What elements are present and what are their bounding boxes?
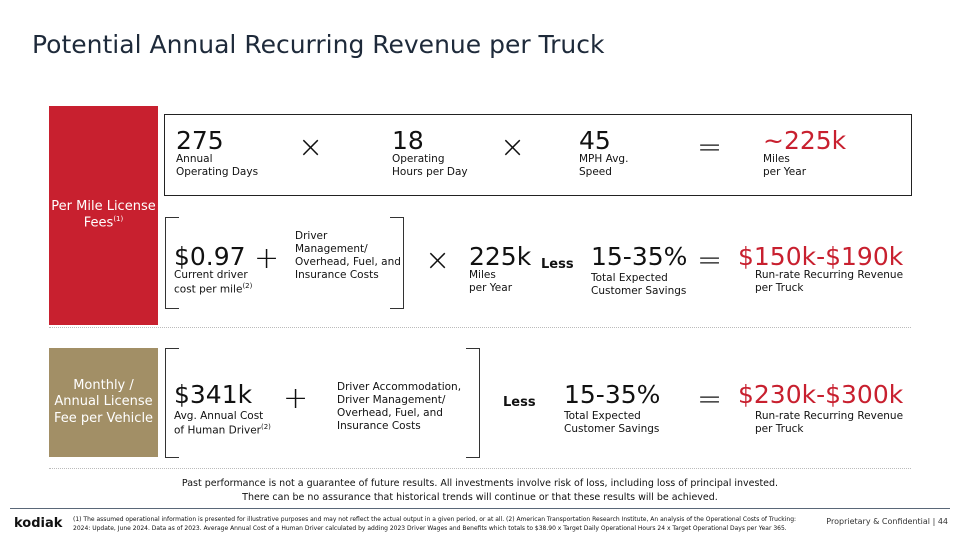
label: Miles bbox=[469, 269, 496, 281]
label: Run-rate Recurring Revenue bbox=[755, 410, 904, 422]
label: of Human Driver bbox=[174, 424, 261, 437]
times-icon: × bbox=[298, 130, 324, 165]
label: Driver Management/ bbox=[337, 394, 446, 407]
footnote-sup: (2) bbox=[260, 423, 271, 432]
footer-rule bbox=[10, 508, 950, 509]
label: Miles bbox=[763, 153, 790, 165]
less-label: Less bbox=[541, 257, 574, 272]
value: $230k-$300k bbox=[738, 380, 904, 409]
monthly-side-label: Monthly / Annual License Fee per Vehicle bbox=[49, 348, 158, 457]
miles-calc-box bbox=[164, 114, 912, 196]
bracket-right bbox=[390, 217, 404, 309]
label: Insurance Costs bbox=[295, 269, 379, 282]
disclaimer-line: There can be no assurance that historica… bbox=[242, 491, 718, 503]
per-mile-side-label: Per Mile License Fees(1) bbox=[49, 106, 158, 325]
footnote-sup: (2) bbox=[242, 282, 253, 291]
label: Overhead, Fuel, and bbox=[337, 407, 443, 420]
plus-icon: + bbox=[254, 241, 280, 276]
miles-per-year: ~225k Miles per Year bbox=[763, 128, 846, 179]
bracket-left bbox=[165, 348, 179, 458]
label: Overhead, Fuel, and bbox=[295, 256, 401, 269]
overhead-costs: Driver Accommodation, Driver Management/O… bbox=[337, 381, 461, 434]
miles: 225k Miles per Year bbox=[469, 244, 531, 295]
label: Annual bbox=[176, 153, 213, 165]
label: Total Expected bbox=[591, 272, 668, 284]
label: per Year bbox=[763, 166, 807, 179]
label: Customer Savings bbox=[591, 285, 687, 298]
times-icon: × bbox=[425, 243, 451, 278]
label: Avg. Annual Cost bbox=[174, 410, 264, 422]
value: $341k bbox=[174, 380, 253, 409]
label: Hours per Day bbox=[392, 166, 468, 179]
operating-hours: 18 Operating Hours per Day bbox=[392, 128, 468, 179]
value: 45 bbox=[579, 126, 611, 155]
times-icon: × bbox=[500, 130, 526, 165]
label: Run-rate Recurring Revenue bbox=[755, 269, 904, 281]
value: $0.97 bbox=[174, 242, 246, 271]
value: 15-35% bbox=[591, 242, 688, 271]
footnote-sup: (1) bbox=[113, 215, 124, 224]
kodiak-logo: kodiak bbox=[14, 516, 63, 531]
label: per Truck bbox=[755, 282, 804, 295]
human-driver-cost: $341k Avg. Annual Cost of Human Driver(2) bbox=[174, 382, 271, 438]
value: 225k bbox=[469, 242, 532, 271]
divider bbox=[49, 468, 911, 469]
plus-icon: + bbox=[283, 381, 309, 416]
label: Total Expected bbox=[564, 410, 641, 422]
value: $150k-$190k bbox=[738, 242, 904, 271]
divider bbox=[49, 327, 911, 328]
savings: 15-35% Total Expected Customer Savings bbox=[591, 244, 687, 298]
equals-icon: = bbox=[697, 130, 723, 165]
label: MPH Avg. bbox=[579, 153, 629, 165]
label: Operating bbox=[392, 153, 445, 165]
overhead-costs: Driver Management/Overhead, Fuel, and Insu… bbox=[295, 230, 401, 283]
disclaimer-line: Past performance is not a guarantee of f… bbox=[181, 478, 779, 489]
bracket-right bbox=[466, 348, 480, 458]
result: $150k-$190k Run-rate Recurring Revenue per… bbox=[738, 244, 903, 295]
label: Speed bbox=[579, 166, 612, 179]
side-label-text: Per Mile License Fees bbox=[51, 199, 156, 231]
driver-cost: $0.97 Current driver cost per mile(2) bbox=[174, 244, 252, 297]
equals-icon: = bbox=[697, 382, 723, 417]
equals-icon: = bbox=[697, 243, 723, 278]
value: 15-35% bbox=[564, 380, 661, 409]
result: $230k-$300k Run-rate Recurring Revenue per… bbox=[738, 382, 903, 436]
value: 18 bbox=[392, 126, 424, 155]
label: Driver bbox=[295, 230, 328, 242]
label: cost per mile bbox=[174, 283, 243, 296]
label: Operating Days bbox=[176, 166, 259, 179]
disclaimer: Past performance is not a guarantee of f… bbox=[0, 477, 960, 505]
page-title: Potential Annual Recurring Revenue per T… bbox=[32, 30, 605, 59]
bracket-left bbox=[165, 217, 179, 309]
label: Driver Accommodation, bbox=[337, 381, 462, 393]
label: per Truck bbox=[755, 423, 804, 436]
savings: 15-35% Total Expected Customer Savings bbox=[564, 382, 660, 436]
value: 275 bbox=[176, 126, 224, 155]
label: Current driver bbox=[174, 269, 248, 281]
label: Insurance Costs bbox=[337, 420, 421, 433]
less-label: Less bbox=[503, 395, 536, 410]
label: per Year bbox=[469, 282, 513, 295]
operating-days: 275 Annual Operating Days bbox=[176, 128, 258, 179]
footnote: (1) The assumed operational information … bbox=[73, 516, 797, 523]
confidential-page-number: Proprietary & Confidential | 44 bbox=[826, 517, 948, 526]
avg-speed: 45 MPH Avg. Speed bbox=[579, 128, 628, 179]
footnotes: (1) The assumed operational information … bbox=[73, 516, 797, 533]
label: Management/ bbox=[295, 243, 368, 256]
footnote: 2024: Update, June 2024. Data as of 2023… bbox=[73, 524, 787, 532]
label: Customer Savings bbox=[564, 423, 660, 436]
value: ~225k bbox=[763, 126, 847, 155]
